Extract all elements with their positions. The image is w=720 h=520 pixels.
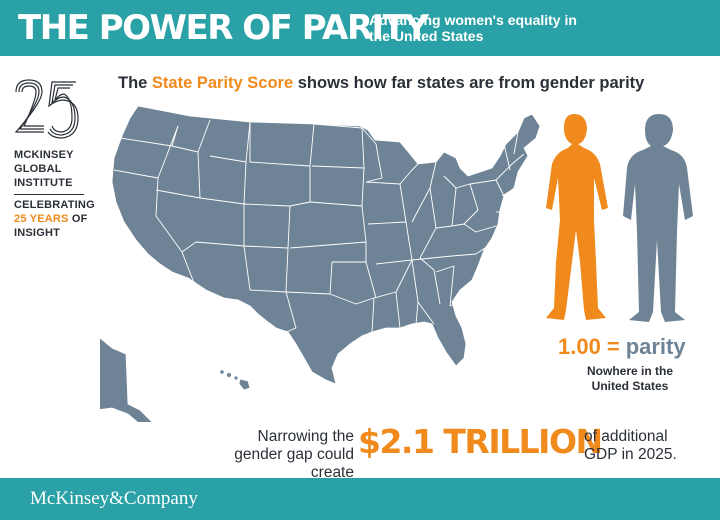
celebrate-highlight: 25 YEARS [14,213,69,225]
us-states-map [100,105,541,422]
parity-caption: Nowhere in the United States [586,364,673,393]
headline-prefix: The [118,74,152,92]
woman-silhouette [546,114,608,320]
mgi-line-3: INSTITUTE [14,177,73,189]
header-banner: THE POWER OF PARITY Advancing women's eq… [0,0,720,56]
mckinsey-logo[interactable]: McKinsey&Company [30,488,198,509]
headline-highlight: State Parity Score [151,74,294,92]
gdp-trail-text: of additional GDP in 2025. [584,428,677,463]
gdp-lead-text: Narrowing the gender gap could create [234,428,354,481]
mgi-line-2: GLOBAL [14,163,62,175]
footer-banner: McKinsey&Company [0,478,720,520]
celebrate-of: OF [68,213,88,225]
alaska-shape [100,337,153,422]
page-subtitle: Advancing women's equality in the United… [369,12,577,44]
mgi-line-1: MCKINSEY [14,149,74,161]
gdp-amount: $2.1 TRILLION [358,422,603,461]
mgi-name: MCKINSEY GLOBAL INSTITUTE [14,148,74,190]
divider [14,194,84,195]
parity-value: 1.00 [558,334,601,359]
parity-equation: 1.00 = parity [558,334,686,360]
celebrate-line-3: INSIGHT [14,227,61,239]
page-title: THE POWER OF PARITY [18,8,429,48]
hawaii-islands [219,369,251,391]
parity-equals: = [606,334,620,359]
celebrate-line-1: CELEBRATING [14,199,95,211]
parity-word: parity [625,334,686,359]
celebration-text: CELEBRATING 25 YEARS OF INSIGHT [14,198,95,240]
headline: The State Parity Score shows how far sta… [118,74,644,93]
mgi-25-logo: 25 [14,79,79,139]
headline-suffix: shows how far states are from gender par… [293,74,645,92]
man-silhouette [623,114,693,322]
